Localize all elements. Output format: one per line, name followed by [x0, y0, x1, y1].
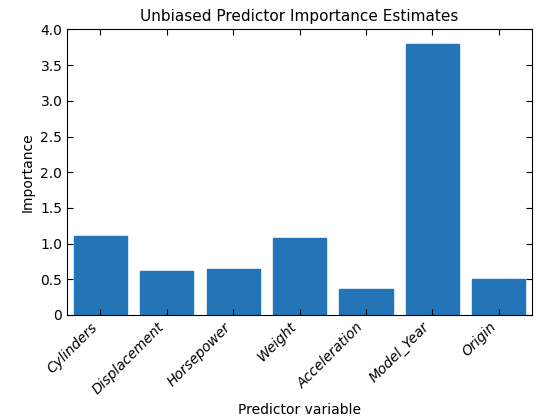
Bar — [472, 278, 525, 315]
Title: Unbiased Predictor Importance Estimates: Unbiased Predictor Importance Estimates — [141, 9, 459, 24]
Bar — [140, 271, 193, 315]
Bar — [207, 269, 260, 315]
X-axis label: Predictor variable: Predictor variable — [238, 403, 361, 417]
Y-axis label: Importance: Importance — [21, 132, 35, 212]
Bar — [273, 238, 326, 315]
Bar — [339, 289, 393, 315]
Bar — [406, 45, 459, 315]
Bar — [74, 236, 127, 315]
